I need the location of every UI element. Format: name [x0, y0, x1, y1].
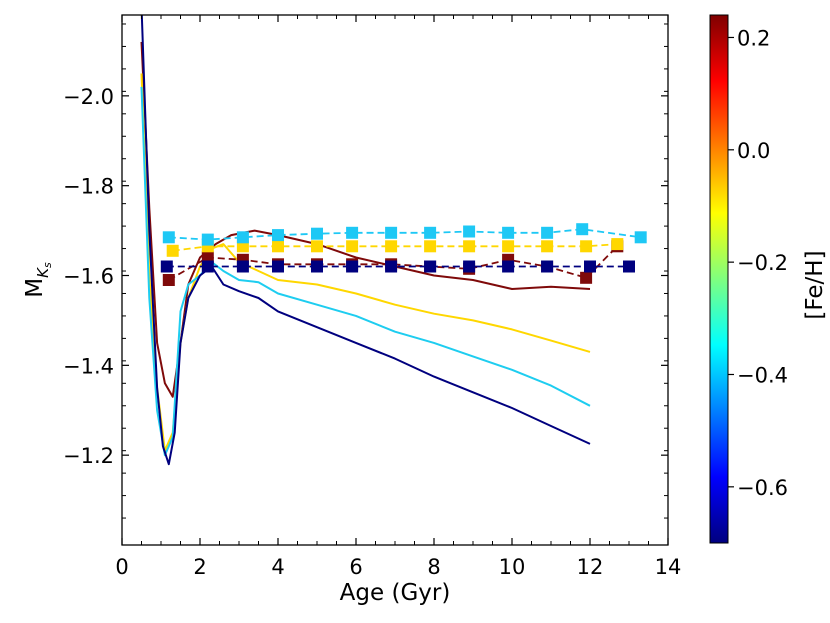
x-tick-label: 2	[193, 555, 206, 579]
plot-area	[140, 15, 647, 466]
x-tick-label: 6	[349, 555, 362, 579]
data-point	[272, 240, 284, 253]
y-tick-label: −1.6	[63, 265, 114, 289]
data-point	[424, 260, 437, 273]
data-point	[201, 233, 214, 246]
data-point	[166, 244, 179, 257]
colorbar-axis: 0.2 0.0 −0.2 −0.4 −0.6	[728, 26, 788, 500]
data-point	[162, 274, 175, 286]
y-axis-title-subsub: s	[41, 262, 54, 268]
series-line	[140, 41, 591, 398]
data-point	[463, 260, 476, 273]
series-line	[140, 15, 591, 466]
data-point	[502, 260, 515, 273]
data-point	[541, 240, 554, 253]
data-point	[236, 231, 249, 244]
x-axis-title: Age (Gyr)	[340, 580, 451, 606]
y-tick-label: −1.8	[63, 175, 114, 199]
data-point	[346, 260, 359, 273]
x-axis: 0 2 4 6 8 10 12 14	[115, 15, 681, 579]
colorbar-tick-label: 0.2	[737, 26, 770, 50]
colorbar-tick-label: −0.6	[737, 476, 788, 500]
data-point	[623, 260, 635, 273]
data-point	[311, 240, 323, 253]
x-tick-label: 10	[499, 555, 526, 579]
data-point	[385, 226, 398, 239]
data-point	[463, 240, 476, 253]
data-point	[424, 226, 437, 239]
data-point	[580, 271, 593, 284]
y-axis-title: MKs	[22, 262, 54, 298]
data-point	[385, 240, 398, 253]
data-point	[580, 240, 593, 253]
x-tick-label: 4	[271, 555, 284, 579]
data-point	[502, 240, 515, 253]
y-tick-label: −2.0	[63, 85, 114, 109]
colorbar-tick-label: −0.2	[737, 251, 788, 275]
data-point	[236, 253, 249, 266]
data-point	[346, 226, 359, 239]
data-point	[541, 260, 554, 273]
data-point	[201, 260, 214, 273]
data-point	[611, 238, 624, 251]
x-tick-label: 0	[115, 555, 128, 579]
data-point	[424, 240, 437, 253]
colorbar-tick-label: 0.0	[737, 139, 770, 163]
data-point	[311, 260, 323, 273]
colorbar	[709, 14, 729, 544]
x-tick-label: 12	[577, 555, 604, 579]
y-axis-title-sub: K	[34, 267, 52, 278]
data-point	[584, 260, 596, 273]
data-point	[162, 231, 175, 244]
colorbar-title: [Fe/H]	[802, 250, 828, 319]
y-axis: −2.0 −1.8 −1.6 −1.4 −1.2	[63, 23, 668, 519]
data-point	[272, 229, 284, 242]
y-tick-label: −1.2	[63, 444, 114, 468]
data-point	[502, 253, 515, 266]
data-point	[385, 260, 398, 273]
data-point	[502, 226, 515, 239]
colorbar-tick-label: −0.4	[737, 363, 788, 387]
data-point	[311, 227, 323, 240]
data-point	[346, 240, 359, 253]
data-point	[160, 260, 173, 273]
x-tick-label: 14	[655, 555, 682, 579]
data-point	[272, 260, 284, 273]
data-point	[541, 226, 554, 239]
y-tick-label: −1.4	[63, 354, 114, 378]
data-point	[576, 223, 589, 236]
series-line	[140, 86, 591, 457]
data-point	[236, 260, 249, 273]
x-tick-label: 8	[427, 555, 440, 579]
data-point	[634, 231, 647, 244]
data-point	[463, 225, 476, 238]
y-axis-title-main: M	[22, 278, 48, 298]
